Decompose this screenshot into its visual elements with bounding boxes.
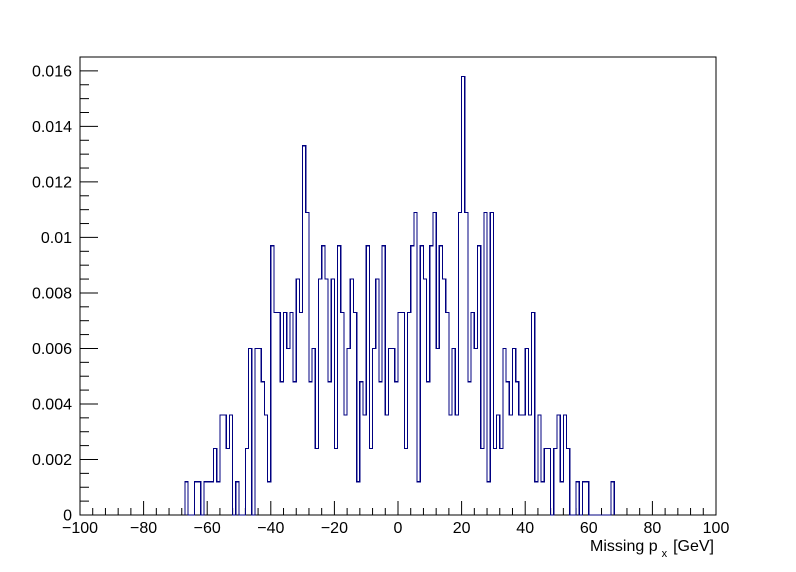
histogram-bin bbox=[509, 415, 512, 515]
histogram-bin bbox=[299, 312, 302, 515]
histogram-bin bbox=[280, 382, 283, 515]
histogram-bin bbox=[395, 382, 398, 515]
x-axis-ticks: −100 −80 −60 −40 −20 0 20 40 60 80 100 bbox=[62, 501, 729, 537]
x-axis-title: Missing p x [GeV] bbox=[590, 538, 714, 560]
histogram-bin bbox=[379, 382, 382, 515]
y-tick-label: 0.014 bbox=[32, 119, 72, 136]
histogram-bin bbox=[522, 415, 525, 515]
histogram-bin bbox=[449, 415, 452, 515]
histogram-bin bbox=[404, 448, 407, 515]
histogram-bin bbox=[369, 448, 372, 515]
x-axis-title-main: Missing p bbox=[590, 538, 658, 555]
histogram-bin bbox=[309, 382, 312, 515]
x-axis-title-unit: [GeV] bbox=[673, 538, 714, 555]
histogram-bin bbox=[363, 415, 366, 515]
histogram-bin bbox=[541, 482, 544, 515]
histogram-bin bbox=[226, 448, 229, 515]
plot-frame bbox=[79, 56, 717, 516]
histogram-bin bbox=[293, 382, 296, 515]
histogram-bin bbox=[287, 348, 290, 515]
y-tick-label: 0 bbox=[63, 508, 72, 525]
y-tick-label: 0.004 bbox=[32, 396, 72, 413]
x-tick-label: 20 bbox=[453, 520, 471, 537]
y-tick-label: 0.002 bbox=[32, 452, 72, 469]
y-tick-label: 0.01 bbox=[41, 230, 72, 247]
x-tick-label: −20 bbox=[321, 520, 348, 537]
histogram-bin bbox=[427, 382, 430, 515]
histogram-bin bbox=[481, 448, 484, 515]
x-tick-label: −40 bbox=[257, 520, 284, 537]
plot-frame-group bbox=[79, 56, 717, 516]
x-axis-title-subscript: x bbox=[662, 548, 668, 560]
x-tick-label: 80 bbox=[644, 520, 662, 537]
histogram-bin bbox=[328, 382, 331, 515]
histogram-bin bbox=[322, 246, 325, 515]
x-tick-label: −60 bbox=[194, 520, 221, 537]
histogram-bin bbox=[417, 482, 420, 515]
x-tick-label: 40 bbox=[516, 520, 534, 537]
y-tick-label: 0.016 bbox=[32, 63, 72, 80]
x-tick-label: 60 bbox=[580, 520, 598, 537]
histogram-bin bbox=[468, 382, 471, 515]
y-tick-label: 0.006 bbox=[32, 341, 72, 358]
x-tick-label: 0 bbox=[394, 520, 403, 537]
histogram-bin bbox=[493, 448, 496, 515]
histogram-bin bbox=[315, 448, 318, 515]
y-tick-label: 0.012 bbox=[32, 174, 72, 191]
x-tick-label: −100 bbox=[62, 520, 98, 537]
histogram-bin bbox=[274, 312, 277, 515]
x-tick-label: −80 bbox=[130, 520, 157, 537]
histogram-bin bbox=[385, 415, 388, 515]
histogram-bin bbox=[436, 348, 439, 515]
y-axis-ticks: 0 0.002 0.004 0.006 0.008 0.01 0.012 0.014 0.016 bbox=[32, 56, 98, 525]
histogram-bin bbox=[519, 415, 522, 515]
y-tick-label: 0.008 bbox=[32, 285, 72, 302]
histogram-bin bbox=[443, 279, 446, 515]
histogram-bin bbox=[474, 348, 477, 515]
x-tick-label: 100 bbox=[703, 520, 730, 537]
histogram-bin bbox=[210, 482, 213, 515]
histogram-series bbox=[184, 75, 615, 516]
histogram-bin bbox=[344, 415, 347, 515]
histogram-line bbox=[184, 75, 615, 516]
histogram-bin bbox=[455, 415, 458, 515]
histogram-bin bbox=[500, 448, 503, 515]
histogram-bin bbox=[528, 415, 531, 515]
